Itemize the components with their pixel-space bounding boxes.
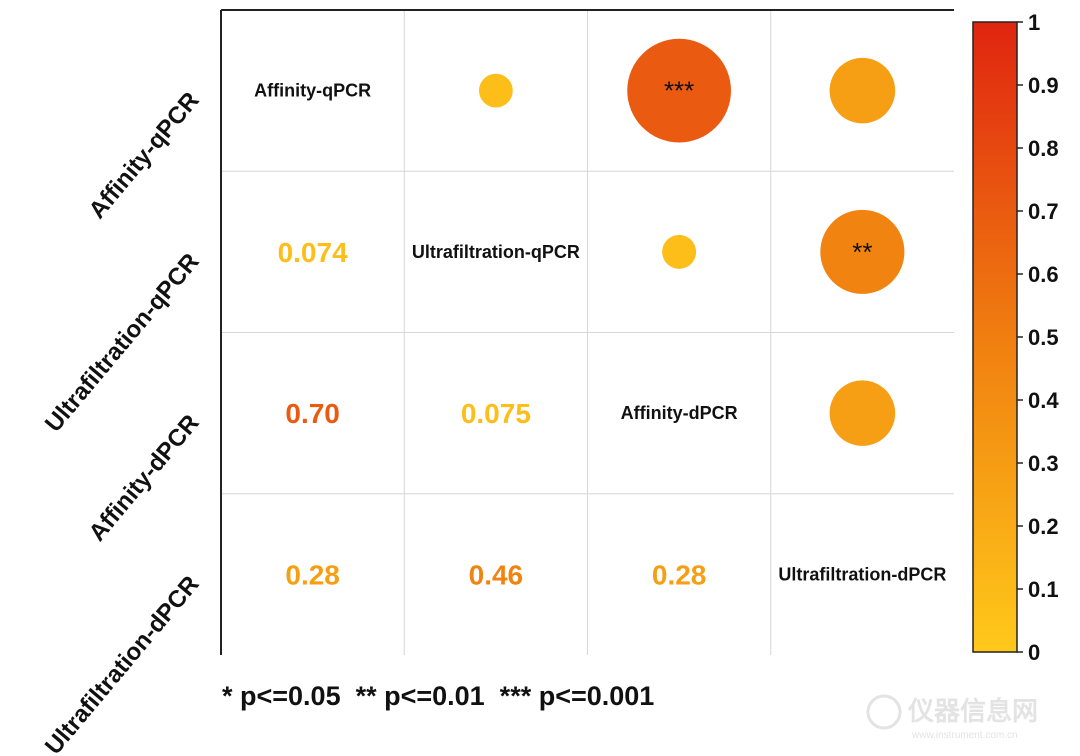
significance-stars-0-2: *** (664, 76, 694, 106)
colorbar-tick-label-10: 1 (1028, 10, 1040, 35)
marks-layer (479, 38, 905, 446)
colorbar-tick-label-9: 0.9 (1028, 73, 1059, 98)
row-label-1: Ultrafiltration-qPCR (40, 248, 205, 437)
correlation-circle-1-3 (820, 209, 905, 294)
colorbar-tick-label-0: 0 (1028, 640, 1040, 665)
watermark-text: 仪器信息网 (907, 696, 1038, 726)
colorbar-tick-label-1: 0.1 (1028, 577, 1059, 602)
colorbar-tick-label-7: 0.7 (1028, 199, 1059, 224)
coefficient-label-3-2: 0.28 (652, 559, 707, 590)
colorbar-tick-label-2: 0.2 (1028, 514, 1059, 539)
correlation-circle-0-1 (479, 73, 513, 108)
coefficient-label-3-1: 0.46 (469, 559, 524, 590)
colorbar-tick-label-5: 0.5 (1028, 325, 1059, 350)
row-label-3: Ultrafiltration-dPCR (40, 571, 205, 756)
coefficient-label-1-0: 0.074 (278, 237, 348, 268)
watermark: 仪器信息网 www.instrument.com.cn (866, 694, 1038, 741)
watermark-subtext: www.instrument.com.cn (911, 730, 1018, 741)
colorbar-tick-label-4: 0.4 (1028, 388, 1059, 413)
colorbar-tick-label-6: 0.6 (1028, 262, 1059, 287)
grid-layer (220, 9, 954, 655)
correlation-circle-0-3 (829, 57, 896, 124)
colorbar: 0 0.1 0.2 0.3 0.4 0.5 0.6 0.7 0.8 0.9 1 (972, 10, 1059, 665)
correlation-circle-0-2 (627, 38, 731, 143)
colorbar-gradient (972, 21, 1018, 653)
coefficient-label-2-0: 0.70 (285, 398, 340, 429)
row-label-2: Affinity-dPCR (84, 410, 205, 547)
diagonal-label-2: Affinity-dPCR (621, 403, 738, 423)
colorbar-tick-label-8: 0.8 (1028, 136, 1059, 161)
coefficient-label-3-0: 0.28 (285, 559, 340, 590)
diagonal-label-3: Ultrafiltration-dPCR (778, 564, 946, 584)
colorbar-tick-label-3: 0.3 (1028, 451, 1059, 476)
diagonal-label-1: Ultrafiltration-qPCR (412, 242, 580, 262)
correlation-circle-1-2 (662, 234, 697, 269)
diagonal-label-0: Affinity-qPCR (254, 81, 371, 101)
correlation-circle-2-3 (829, 380, 896, 446)
row-label-0: Affinity-qPCR (84, 87, 205, 224)
significance-legend: * p<=0.05 ** p<=0.01 *** p<=0.001 (222, 681, 654, 711)
significance-stars-1-3: ** (852, 237, 872, 267)
coefficient-label-2-1: 0.075 (461, 398, 531, 429)
watermark-logo-icon (866, 694, 902, 730)
